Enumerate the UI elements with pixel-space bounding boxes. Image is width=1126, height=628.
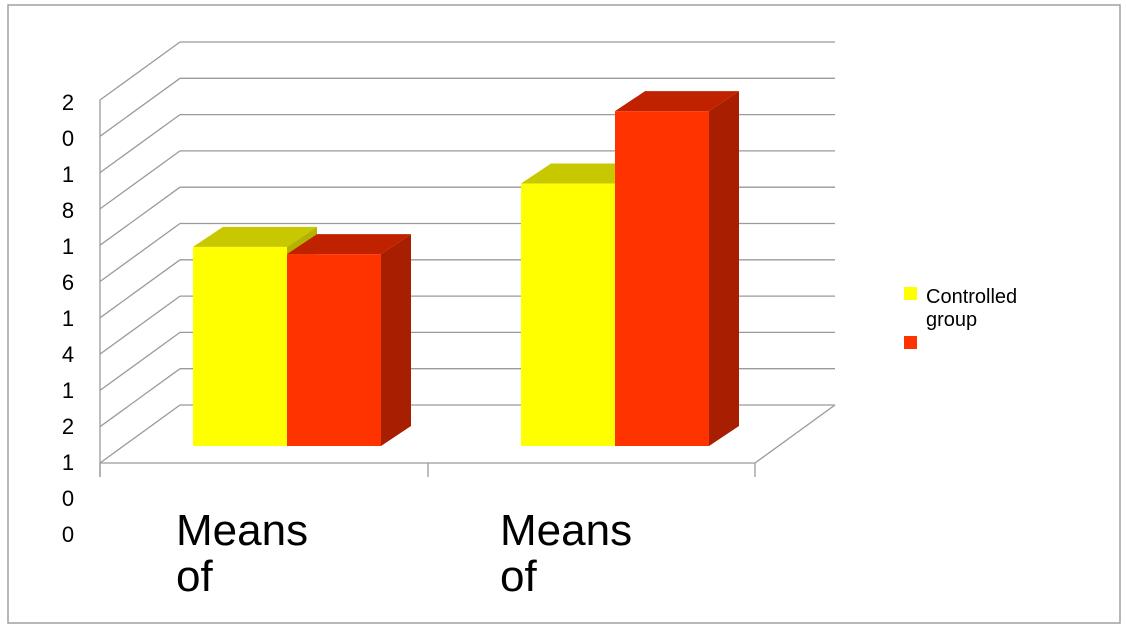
gridline-left	[99, 295, 181, 355]
gridline-left	[99, 368, 181, 428]
legend-swatch	[904, 336, 917, 349]
bar	[615, 91, 739, 447]
gridline-left	[99, 41, 181, 101]
bar-top	[193, 226, 317, 247]
legend-label: Controlled group	[926, 286, 1017, 331]
floor-right-edge	[754, 404, 836, 464]
legend-swatch	[904, 287, 917, 300]
bar-front	[615, 111, 709, 447]
bar-top	[521, 163, 645, 184]
y-axis: 2 0 1 8 1 6 1 4 1 2 1 0 0	[62, 90, 74, 547]
bar-side	[709, 91, 739, 447]
gridline-left	[99, 150, 181, 210]
gridline-left	[99, 259, 181, 319]
bar-front	[193, 246, 287, 446]
x-category-label: Means of	[176, 506, 308, 601]
x-axis: Means of Means of	[99, 463, 756, 601]
gridline-left	[99, 186, 181, 246]
bar-front	[521, 183, 615, 447]
gridline-left	[99, 404, 181, 464]
legend: Controlled group	[904, 286, 1017, 349]
bar-top	[615, 91, 739, 112]
bar-top	[287, 234, 411, 255]
gridline-left	[99, 331, 181, 391]
gridline-left	[99, 77, 181, 137]
bar	[287, 234, 411, 446]
bar-side	[381, 234, 411, 446]
y-tick-label: 0	[62, 522, 74, 547]
gridline-left	[99, 222, 181, 283]
x-category-label: Means of	[500, 506, 632, 601]
bar-front	[287, 254, 381, 446]
plot-area	[99, 41, 836, 477]
gridline-left	[99, 114, 181, 174]
